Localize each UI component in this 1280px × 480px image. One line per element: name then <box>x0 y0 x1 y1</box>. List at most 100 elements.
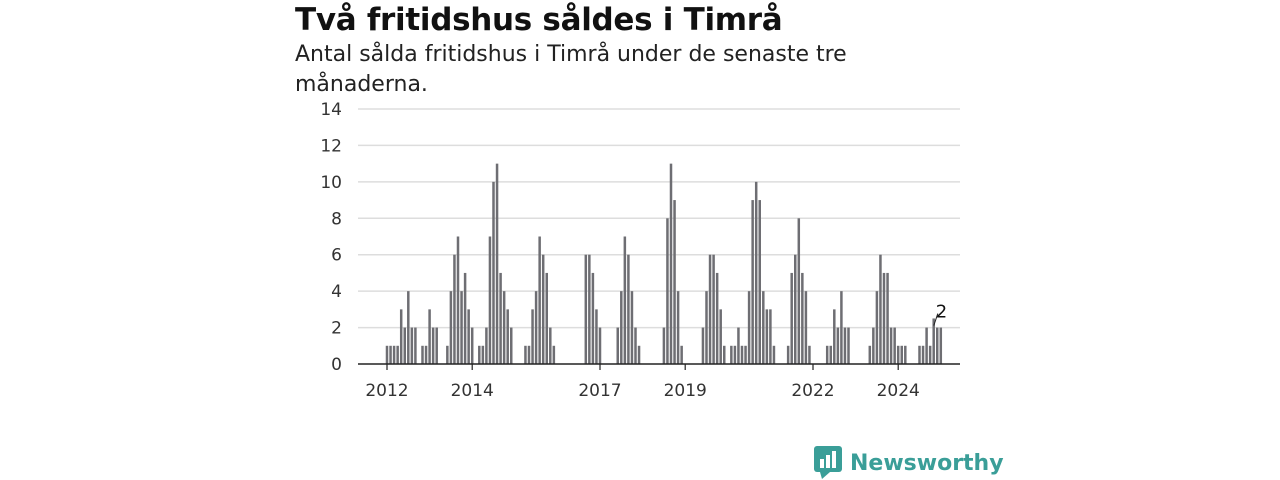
brand-logo: Newsworthy <box>814 446 1004 480</box>
bar <box>463 272 467 364</box>
bar <box>534 291 538 364</box>
bar <box>900 345 903 364</box>
bar <box>701 327 705 364</box>
bar <box>872 327 875 364</box>
bar <box>552 345 556 364</box>
bar <box>847 327 850 364</box>
bar <box>431 327 435 364</box>
bar <box>772 345 776 364</box>
bar <box>758 200 761 364</box>
bar <box>705 291 708 364</box>
bar <box>868 345 872 364</box>
y-tick-label: 14 <box>320 100 342 120</box>
bar <box>460 291 463 364</box>
bar <box>904 345 907 364</box>
newsworthy-logo-icon <box>814 446 842 479</box>
bar <box>896 345 900 364</box>
y-tick-label: 0 <box>331 355 342 375</box>
bar <box>392 345 396 364</box>
bar <box>399 309 403 364</box>
bar <box>797 218 801 364</box>
bar <box>886 272 889 364</box>
bar <box>396 345 399 364</box>
bar <box>928 345 932 364</box>
bar <box>804 291 808 364</box>
bar <box>730 345 733 364</box>
bar <box>403 327 406 364</box>
bar <box>495 163 499 364</box>
bar <box>595 309 598 364</box>
bar <box>584 254 588 364</box>
bar <box>921 345 925 364</box>
bar <box>879 254 882 364</box>
gridlines <box>358 108 960 329</box>
bar <box>680 345 683 364</box>
bar <box>623 236 627 364</box>
bar <box>762 291 765 364</box>
bar <box>499 272 502 364</box>
bar <box>428 309 431 364</box>
bar <box>801 272 804 364</box>
x-tick-label: 2012 <box>365 381 408 401</box>
bar <box>435 327 438 364</box>
bar <box>893 327 896 364</box>
bar <box>747 291 751 364</box>
bar <box>637 345 641 364</box>
bar <box>467 309 470 364</box>
bar <box>591 272 595 364</box>
x-tick-label: 2014 <box>451 381 494 401</box>
x-tick-label: 2017 <box>578 381 621 401</box>
chart-subtitle: Antal sålda fritidshus i Timrå under de … <box>295 42 847 97</box>
bar <box>588 254 591 364</box>
bar <box>506 309 509 364</box>
y-tick-label: 2 <box>331 319 342 339</box>
bar <box>932 318 935 364</box>
bar <box>424 345 428 364</box>
bar <box>794 254 797 364</box>
bar <box>769 309 772 364</box>
bar <box>676 291 680 364</box>
bar <box>407 291 410 364</box>
bar <box>918 345 921 364</box>
bar <box>449 291 453 364</box>
y-tick-label: 10 <box>320 173 342 193</box>
bar <box>446 345 449 364</box>
bar <box>836 327 840 364</box>
bar <box>421 345 424 364</box>
bar <box>712 254 715 364</box>
x-tick-label: 2024 <box>877 381 920 401</box>
bar <box>527 345 531 364</box>
bar <box>936 327 939 364</box>
bar <box>598 327 602 364</box>
brand-name: Newsworthy <box>850 450 1004 476</box>
bar <box>662 327 666 364</box>
bar <box>939 327 943 364</box>
bar <box>925 327 928 364</box>
bar <box>882 272 886 364</box>
axes <box>358 363 960 370</box>
bar <box>719 309 722 364</box>
chart-title: Två fritidshus såldes i Timrå <box>295 2 783 38</box>
bar <box>510 327 513 364</box>
bar <box>875 291 879 364</box>
bar <box>825 345 829 364</box>
bar <box>790 272 793 364</box>
bar <box>829 345 832 364</box>
bar <box>723 345 726 364</box>
bar <box>502 291 506 364</box>
bar <box>485 327 488 364</box>
bar <box>634 327 637 364</box>
bar <box>470 327 474 364</box>
bar <box>385 345 389 364</box>
bar <box>808 345 811 364</box>
bar <box>786 345 790 364</box>
data-label-leader <box>933 313 939 326</box>
y-tick-label: 4 <box>331 282 342 302</box>
y-tick-label: 12 <box>320 136 342 156</box>
data-label: 2 <box>936 302 947 323</box>
bar <box>453 254 456 364</box>
bar <box>620 291 623 364</box>
bar <box>733 345 737 364</box>
bar <box>414 327 417 364</box>
